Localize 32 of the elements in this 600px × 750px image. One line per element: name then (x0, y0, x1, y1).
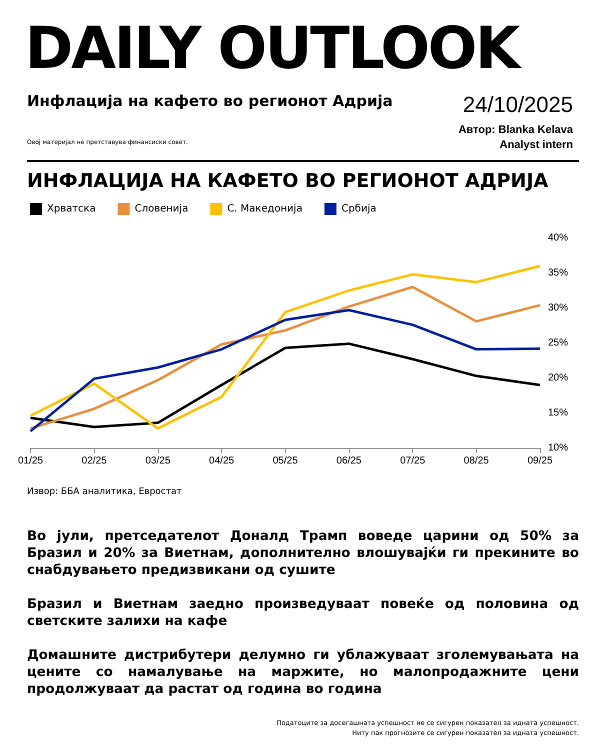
line-series (29, 342, 542, 428)
text: 24/10/2025 (462, 92, 573, 118)
x-tick-label: 02/25 (82, 456, 108, 466)
y-tick-label: 20% (548, 372, 568, 384)
x-tick-label: 01/25 (18, 456, 44, 466)
text: Извор: ББА аналитика, Евростат (27, 487, 182, 497)
y-tick-label: 35% (548, 268, 568, 278)
line-series (29, 308, 542, 432)
x-tick-label: 05/25 (272, 456, 298, 466)
legend-label: Србија (341, 204, 376, 214)
x-tick-label: 04/25 (209, 456, 235, 466)
x-tick-label: 09/25 (527, 456, 553, 466)
y-tick-label: 40% (548, 232, 568, 244)
text: Analyst intern (500, 139, 573, 151)
y-tick-label: 30% (548, 302, 568, 314)
x-tick-label: 07/25 (400, 456, 426, 466)
y-tick-label: 15% (548, 408, 568, 418)
y-tick-label: 25% (548, 338, 568, 348)
text: Во јули, претседателот Доналд Трамп воведе царини од 50% за Бразил и 20% за Виетнам, дополнително влошувајќи ги прекините во снабдувањето предизвикани од сушите (27, 528, 579, 579)
legend-label: С. Македонија (227, 204, 302, 214)
x-tick-label: 06/25 (336, 456, 362, 466)
text: Домашните дистрибутери делумно ги ублажуваат зголемувањата на цените со намалување на маржите, но малопродажните цени продолжуваат да растат од година во година (27, 647, 579, 698)
y-tick-label: 10% (548, 442, 568, 454)
legend-label: Хрватска (47, 204, 96, 214)
x-tick-label: 03/25 (145, 456, 171, 466)
chart-title: ИНФЛАЦИЈА НА КАФЕТО ВО РЕГИОНОТ АДРИЈА (27, 170, 548, 192)
text: Автор: Blanka Kelava (458, 124, 573, 136)
text: DAILY OUTLOOK (25, 14, 518, 82)
text: Бразил и Виетнам заедно произведуваат повеќе од половина од светските залихи на кафе (27, 596, 579, 630)
chart-subtitle: Инфлација на кафето во регионот Адрија (27, 92, 393, 110)
legend-label: Словенија (134, 204, 188, 214)
x-tick-label: 08/25 (464, 456, 490, 466)
